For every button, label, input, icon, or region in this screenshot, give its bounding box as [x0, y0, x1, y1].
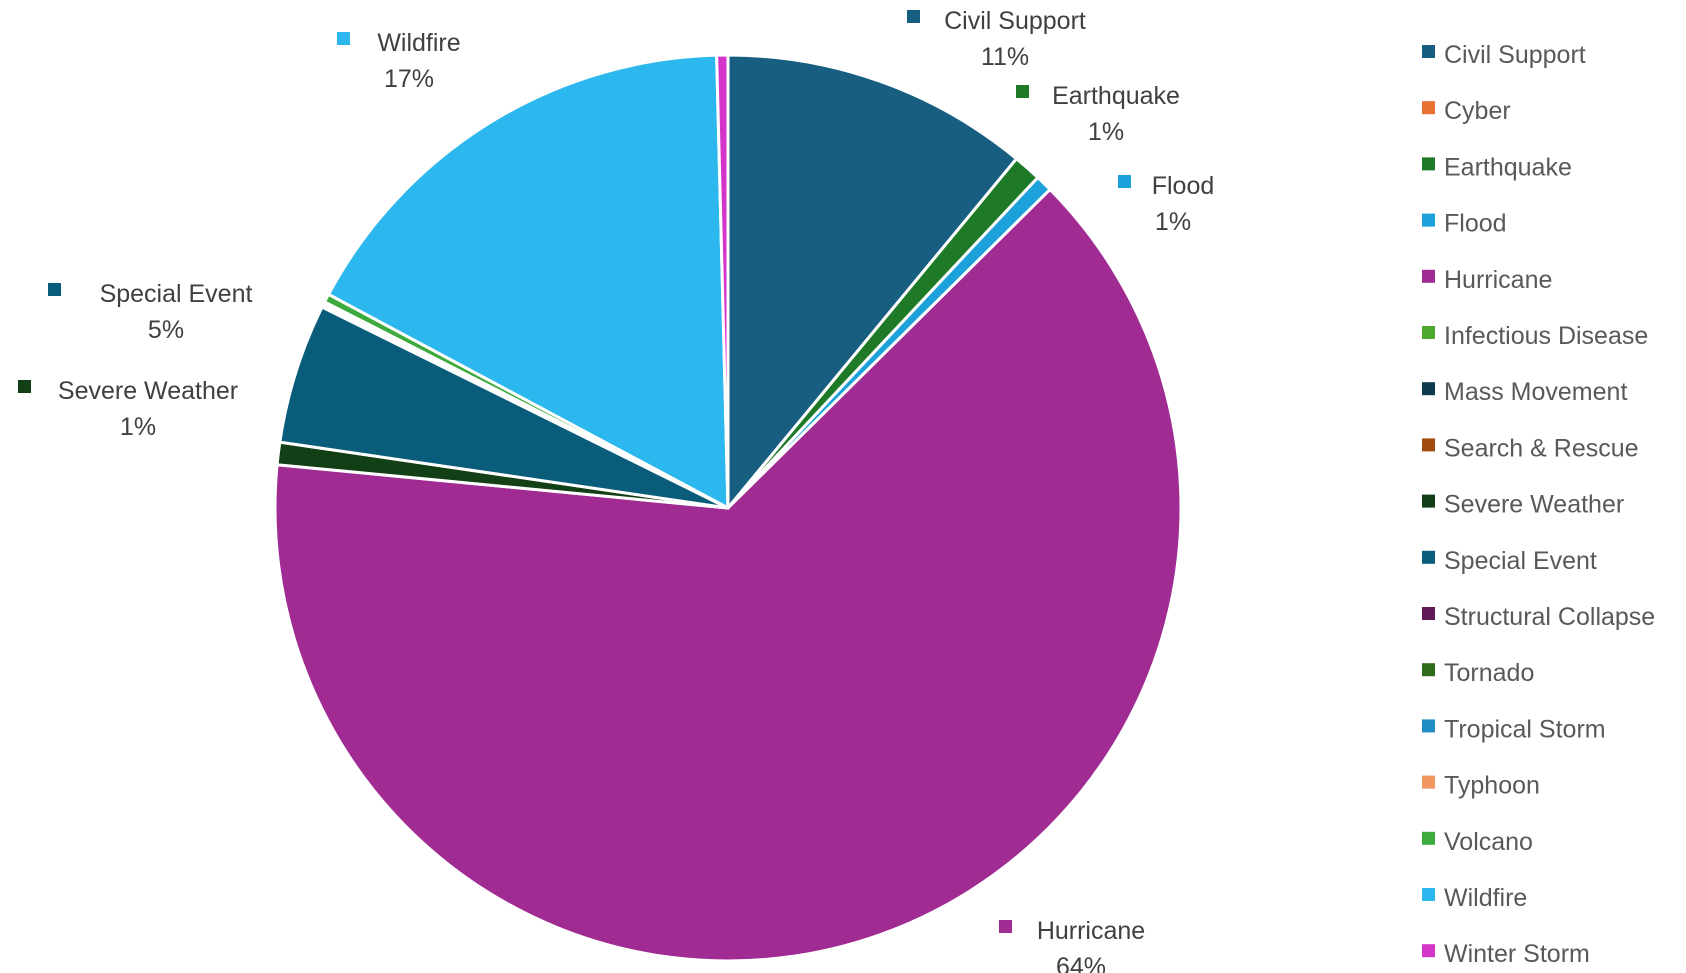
pie-slice-civil-support — [726, 53, 1019, 510]
legend-swatch-special-event — [1422, 550, 1435, 564]
legend-swatch-severe-weather — [1422, 494, 1435, 508]
data-label-swatch-flood — [1118, 175, 1131, 188]
legend-swatch-tropical-storm — [1422, 719, 1435, 733]
pie-slice-wildfire — [327, 53, 730, 510]
legend-label-tropical-storm: Tropical Storm — [1444, 715, 1606, 743]
legend-swatch-wildfire — [1422, 888, 1435, 901]
legend-label-special-event: Special Event — [1444, 547, 1597, 575]
data-label-value-flood: 1% — [1155, 208, 1191, 236]
legend-swatch-structural-collapse — [1422, 607, 1435, 620]
data-label-value-civil-support: 11% — [981, 43, 1029, 71]
legend-label-tornado: Tornado — [1444, 659, 1534, 687]
legend-swatch-typhoon — [1422, 775, 1435, 789]
data-label-swatch-civil-support — [907, 10, 920, 23]
legend-swatch-winter-storm — [1422, 944, 1435, 958]
data-label-value-special-event: 5% — [148, 316, 184, 344]
pie-slice-winter-storm — [715, 53, 730, 510]
legend-label-cyber: Cyber — [1444, 97, 1511, 125]
data-label-swatch-hurricane — [999, 920, 1012, 933]
legend-label-structural-collapse: Structural Collapse — [1444, 603, 1655, 631]
legend: Civil Support Cyber Earthquake Flood Hurrica… — [1422, 41, 1655, 968]
legend-label-search-and-rescue: Search & Rescue — [1444, 434, 1639, 462]
legend-swatch-search-and-rescue — [1422, 438, 1435, 452]
data-label-value-hurricane: 64% — [1056, 953, 1106, 973]
data-label-name-flood: Flood — [1152, 172, 1215, 200]
data-label-name-wildfire: Wildfire — [377, 29, 460, 57]
legend-swatch-hurricane — [1422, 269, 1435, 283]
data-label-name-hurricane: Hurricane — [1037, 917, 1145, 945]
legend-swatch-volcano — [1422, 831, 1435, 845]
legend-swatch-mass-movement — [1422, 382, 1435, 396]
data-label-name-severe-weather: Severe Weather — [58, 377, 238, 405]
data-label-name-special-event: Special Event — [100, 280, 253, 308]
data-label-value-wildfire: 17% — [384, 65, 434, 93]
data-label-value-earthquake: 1% — [1088, 118, 1124, 146]
data-label-swatch-wildfire — [337, 32, 350, 45]
legend-label-earthquake: Earthquake — [1444, 153, 1572, 181]
legend-label-wildfire: Wildfire — [1444, 884, 1527, 912]
legend-swatch-civil-support — [1422, 45, 1435, 58]
data-label-name-earthquake: Earthquake — [1052, 82, 1180, 110]
legend-label-hurricane: Hurricane — [1444, 266, 1552, 294]
legend-label-flood: Flood — [1444, 210, 1507, 238]
data-label-swatch-earthquake — [1016, 85, 1029, 98]
legend-label-infectious-disease: Infectious Disease — [1444, 322, 1648, 350]
slice-labels: Civil Support 11% Earthquake 1% Flood 1% Hurri… — [18, 7, 1214, 973]
pie-slices — [273, 53, 1183, 963]
legend-label-severe-weather: Severe Weather — [1444, 491, 1624, 519]
data-label-swatch-special-event — [48, 283, 61, 296]
legend-swatch-flood — [1422, 213, 1435, 227]
legend-swatch-tornado — [1422, 663, 1435, 677]
legend-swatch-cyber — [1422, 101, 1435, 115]
legend-label-mass-movement: Mass Movement — [1444, 378, 1627, 406]
pie-slice-hurricane — [273, 187, 1183, 963]
legend-label-winter-storm: Winter Storm — [1444, 940, 1590, 968]
legend-swatch-earthquake — [1422, 157, 1435, 171]
data-label-value-severe-weather: 1% — [120, 413, 156, 441]
data-label-swatch-severe-weather — [18, 380, 31, 393]
legend-label-typhoon: Typhoon — [1444, 772, 1540, 800]
legend-label-civil-support: Civil Support — [1444, 41, 1586, 69]
data-label-name-civil-support: Civil Support — [944, 7, 1086, 35]
pie-slice-special-event — [278, 305, 730, 510]
legend-label-volcano: Volcano — [1444, 828, 1533, 856]
legend-swatch-infectious-disease — [1422, 326, 1435, 339]
